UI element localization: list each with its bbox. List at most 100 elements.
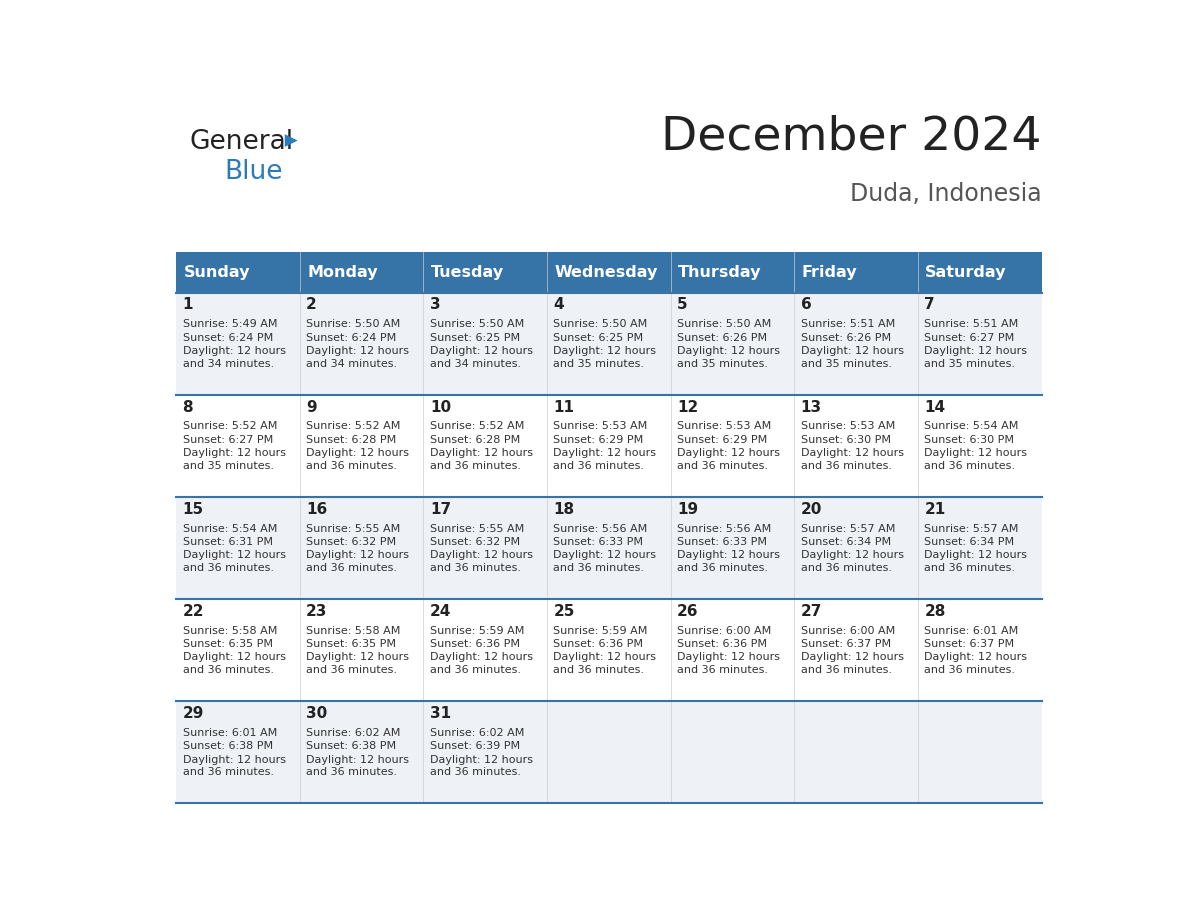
Text: Sunset: 6:38 PM: Sunset: 6:38 PM [307,741,397,751]
Text: Daylight: 12 hours: Daylight: 12 hours [924,653,1028,663]
Text: and 36 minutes.: and 36 minutes. [183,666,273,675]
Text: Sunrise: 5:50 AM: Sunrise: 5:50 AM [677,319,771,330]
Text: and 36 minutes.: and 36 minutes. [307,563,397,573]
Text: and 36 minutes.: and 36 minutes. [924,563,1016,573]
Text: Sunset: 6:29 PM: Sunset: 6:29 PM [677,435,767,445]
Text: Tuesday: Tuesday [431,264,504,279]
Text: Sunset: 6:26 PM: Sunset: 6:26 PM [677,333,767,342]
Bar [546,599,671,700]
Text: Thursday: Thursday [678,264,762,279]
Text: Monday: Monday [308,264,378,279]
Text: 22: 22 [183,604,204,619]
Text: 16: 16 [307,501,328,517]
Bar [671,599,795,700]
Text: and 36 minutes.: and 36 minutes. [554,563,644,573]
Text: 2: 2 [307,297,317,312]
Text: Sunset: 6:27 PM: Sunset: 6:27 PM [924,333,1015,342]
Bar [299,599,423,700]
Text: 28: 28 [924,604,946,619]
Text: Sunset: 6:35 PM: Sunset: 6:35 PM [307,639,397,649]
Text: Daylight: 12 hours: Daylight: 12 hours [554,346,657,356]
Bar [671,395,795,497]
Text: General: General [189,129,293,155]
Text: Daylight: 12 hours: Daylight: 12 hours [183,551,285,560]
Bar [423,293,546,395]
Text: 8: 8 [183,399,194,415]
Text: and 36 minutes.: and 36 minutes. [677,666,769,675]
Text: 18: 18 [554,501,575,517]
Text: Sunrise: 5:51 AM: Sunrise: 5:51 AM [924,319,1018,330]
Bar [918,599,1042,700]
Text: Sunset: 6:27 PM: Sunset: 6:27 PM [183,435,273,445]
Text: 27: 27 [801,604,822,619]
Text: Sunset: 6:37 PM: Sunset: 6:37 PM [801,639,891,649]
Text: and 35 minutes.: and 35 minutes. [183,461,273,471]
Text: Daylight: 12 hours: Daylight: 12 hours [677,551,781,560]
Text: and 36 minutes.: and 36 minutes. [924,666,1016,675]
Text: 26: 26 [677,604,699,619]
Bar [795,252,918,293]
Text: 12: 12 [677,399,699,415]
Bar [423,395,546,497]
Text: Daylight: 12 hours: Daylight: 12 hours [430,551,533,560]
Bar [918,395,1042,497]
Text: and 36 minutes.: and 36 minutes. [430,666,520,675]
Text: 13: 13 [801,399,822,415]
Text: Sunset: 6:33 PM: Sunset: 6:33 PM [677,537,767,547]
Polygon shape [285,134,298,147]
Text: and 34 minutes.: and 34 minutes. [430,359,522,369]
Text: Sunset: 6:34 PM: Sunset: 6:34 PM [801,537,891,547]
Bar [299,497,423,599]
Text: and 36 minutes.: and 36 minutes. [307,461,397,471]
Bar [176,395,299,497]
Text: Daylight: 12 hours: Daylight: 12 hours [183,755,285,765]
Text: Sunset: 6:25 PM: Sunset: 6:25 PM [430,333,520,342]
Text: Daylight: 12 hours: Daylight: 12 hours [801,346,904,356]
Text: Blue: Blue [225,159,283,185]
Text: Daylight: 12 hours: Daylight: 12 hours [183,346,285,356]
Text: 14: 14 [924,399,946,415]
Text: 5: 5 [677,297,688,312]
Text: Daylight: 12 hours: Daylight: 12 hours [554,653,657,663]
Text: 9: 9 [307,399,317,415]
Text: and 36 minutes.: and 36 minutes. [677,563,769,573]
Text: Sunset: 6:36 PM: Sunset: 6:36 PM [677,639,767,649]
Text: and 36 minutes.: and 36 minutes. [554,666,644,675]
Text: Wednesday: Wednesday [555,264,658,279]
Text: Sunset: 6:39 PM: Sunset: 6:39 PM [430,741,520,751]
Text: and 36 minutes.: and 36 minutes. [307,666,397,675]
Text: Sunrise: 5:52 AM: Sunrise: 5:52 AM [183,421,277,431]
Text: 25: 25 [554,604,575,619]
Text: 10: 10 [430,399,451,415]
Text: 21: 21 [924,501,946,517]
Text: Sunrise: 5:53 AM: Sunrise: 5:53 AM [677,421,771,431]
Text: 24: 24 [430,604,451,619]
Bar [423,700,546,803]
Text: Sunrise: 5:50 AM: Sunrise: 5:50 AM [554,319,647,330]
Text: Daylight: 12 hours: Daylight: 12 hours [801,448,904,458]
Text: Sunset: 6:32 PM: Sunset: 6:32 PM [307,537,397,547]
Text: Duda, Indonesia: Duda, Indonesia [849,182,1042,206]
Text: Daylight: 12 hours: Daylight: 12 hours [307,448,409,458]
Text: Daylight: 12 hours: Daylight: 12 hours [677,448,781,458]
Text: Daylight: 12 hours: Daylight: 12 hours [801,551,904,560]
Text: Sunset: 6:28 PM: Sunset: 6:28 PM [430,435,520,445]
Text: Daylight: 12 hours: Daylight: 12 hours [307,755,409,765]
Text: Saturday: Saturday [925,264,1006,279]
Bar [918,497,1042,599]
Bar [546,252,671,293]
Text: 3: 3 [430,297,441,312]
Text: Sunrise: 5:59 AM: Sunrise: 5:59 AM [554,625,647,635]
Text: Sunrise: 6:02 AM: Sunrise: 6:02 AM [430,728,524,738]
Text: and 36 minutes.: and 36 minutes. [677,461,769,471]
Text: Daylight: 12 hours: Daylight: 12 hours [924,346,1028,356]
Text: 31: 31 [430,706,451,721]
Text: Sunset: 6:24 PM: Sunset: 6:24 PM [183,333,273,342]
Text: Sunrise: 5:50 AM: Sunrise: 5:50 AM [307,319,400,330]
Bar [299,252,423,293]
Text: Sunrise: 5:53 AM: Sunrise: 5:53 AM [554,421,647,431]
Bar [795,700,918,803]
Text: Sunset: 6:26 PM: Sunset: 6:26 PM [801,333,891,342]
Text: 17: 17 [430,501,451,517]
Text: 29: 29 [183,706,204,721]
